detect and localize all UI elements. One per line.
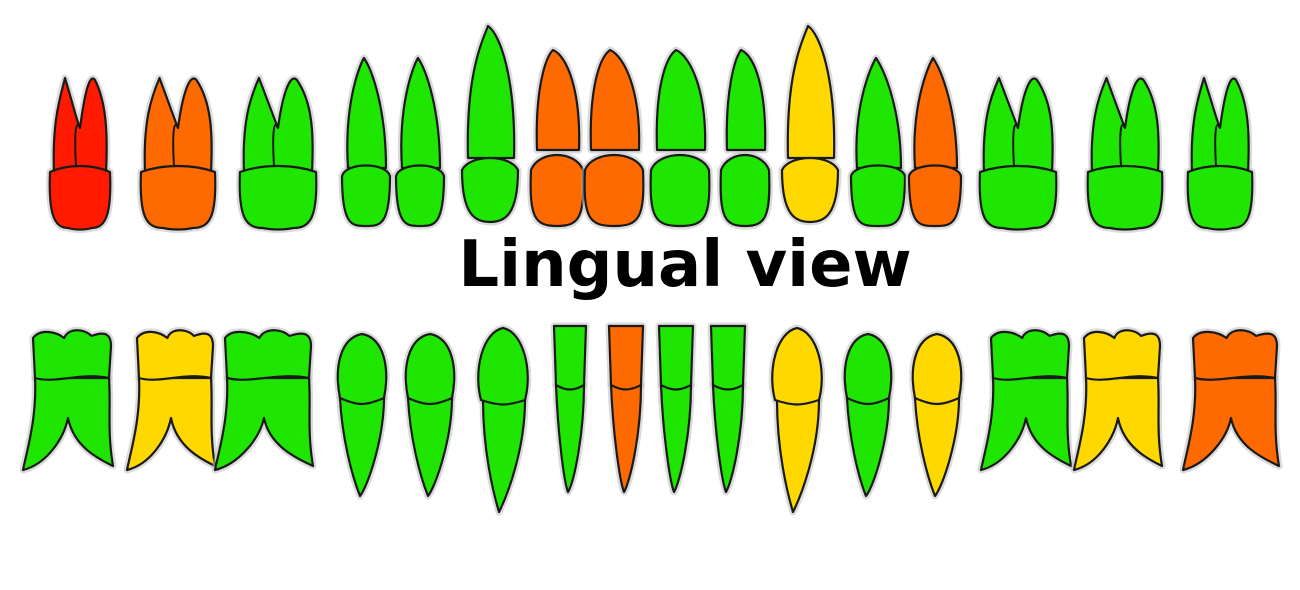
upper-tooth-16 xyxy=(1188,78,1253,230)
tooth-root xyxy=(244,78,313,172)
tooth-root xyxy=(914,58,957,168)
upper-tooth-2 xyxy=(141,78,216,230)
upper-tooth-4 xyxy=(342,58,390,226)
upper-tooth-9 xyxy=(651,50,710,226)
lower-tooth-11 xyxy=(772,328,822,512)
tooth-root xyxy=(984,78,1053,172)
lower-tooth-2 xyxy=(127,330,215,470)
chart-title: Lingual view xyxy=(0,228,1300,302)
tooth-root xyxy=(401,58,440,168)
lower-tooth-5 xyxy=(406,334,454,496)
tooth-crown xyxy=(338,334,386,404)
tooth-crown xyxy=(240,166,317,230)
tooth-crown xyxy=(1084,330,1160,380)
tooth-crown xyxy=(50,166,111,230)
lower-tooth-15 xyxy=(1074,330,1162,470)
tooth-crown xyxy=(554,326,586,390)
tooth-root xyxy=(788,26,834,158)
lower-tooth-7 xyxy=(554,326,586,492)
upper-tooth-11 xyxy=(782,26,838,222)
tooth-crown xyxy=(585,155,644,226)
tooth-crown xyxy=(991,330,1069,380)
tooth-crown xyxy=(721,155,770,226)
tooth-crown xyxy=(396,166,444,227)
lower-teeth-row xyxy=(23,326,1279,512)
tooth-crown xyxy=(33,330,111,380)
tooth-root xyxy=(340,398,384,496)
tooth-crown xyxy=(659,326,693,390)
tooth-crown xyxy=(141,166,216,230)
tooth-root xyxy=(556,385,584,492)
tooth-root xyxy=(661,385,691,492)
upper-tooth-8 xyxy=(585,50,644,226)
tooth-root xyxy=(54,78,107,172)
tooth-root xyxy=(915,398,959,496)
tooth-root xyxy=(145,78,212,172)
tooth-crown xyxy=(406,334,454,404)
lower-tooth-8 xyxy=(609,326,643,492)
tooth-crown xyxy=(609,326,643,390)
tooth-crown xyxy=(980,166,1057,230)
lower-tooth-1 xyxy=(23,330,113,470)
tooth-root xyxy=(611,385,641,492)
upper-tooth-3 xyxy=(240,78,317,230)
lower-tooth-9 xyxy=(659,326,693,492)
tooth-root xyxy=(713,385,743,492)
upper-tooth-7 xyxy=(531,50,584,226)
lower-tooth-16 xyxy=(1183,330,1279,470)
lower-tooth-3 xyxy=(215,330,313,470)
tooth-crown xyxy=(851,166,905,227)
tooth-root xyxy=(1192,78,1249,172)
tooth-root xyxy=(468,26,514,158)
tooth-root xyxy=(847,398,889,496)
tooth-crown xyxy=(909,166,961,227)
lower-tooth-10 xyxy=(711,326,745,492)
upper-tooth-15 xyxy=(1088,78,1163,230)
upper-tooth-12 xyxy=(851,58,905,226)
upper-tooth-14 xyxy=(980,78,1057,230)
tooth-crown xyxy=(342,166,390,227)
tooth-crown xyxy=(782,158,838,222)
upper-tooth-6 xyxy=(462,26,518,222)
tooth-root xyxy=(856,58,901,168)
tooth-crown xyxy=(913,334,961,404)
tooth-crown xyxy=(845,334,891,404)
tooth-crown xyxy=(1088,166,1163,230)
upper-tooth-13 xyxy=(909,58,961,226)
upper-tooth-10 xyxy=(721,50,770,226)
upper-teeth-row xyxy=(50,26,1253,230)
lower-tooth-12 xyxy=(845,334,891,496)
tooth-crown xyxy=(1188,166,1253,230)
tooth-root xyxy=(1092,78,1159,172)
upper-tooth-5 xyxy=(396,58,444,226)
tooth-root xyxy=(408,398,452,496)
tooth-crown xyxy=(462,158,518,222)
tooth-crown xyxy=(1193,330,1277,380)
tooth-root xyxy=(777,400,819,512)
tooth-crown xyxy=(137,330,213,380)
tooth-root xyxy=(347,58,386,168)
upper-tooth-1 xyxy=(50,78,111,230)
lower-tooth-4 xyxy=(338,334,386,496)
tooth-root xyxy=(483,400,525,512)
tooth-crown xyxy=(225,330,311,380)
tooth-crown xyxy=(531,155,584,226)
lower-tooth-6 xyxy=(478,328,528,512)
tooth-crown xyxy=(651,155,710,226)
tooth-crown xyxy=(711,326,745,390)
lower-tooth-14 xyxy=(981,330,1071,470)
lower-tooth-13 xyxy=(913,334,961,496)
